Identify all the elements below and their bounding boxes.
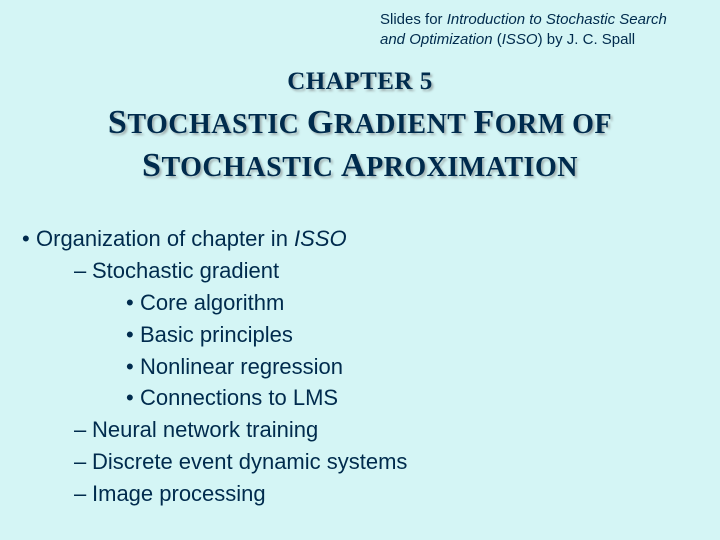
attribution-prefix: Slides for: [380, 11, 447, 28]
list-item: –Neural network training: [74, 414, 700, 446]
list-item: •Organization of chapter in ISSO: [22, 223, 700, 255]
list-item-italic: ISSO: [294, 226, 347, 251]
list-item: •Connections to LMS: [126, 382, 700, 414]
attribution-text: Slides for Introduction to Stochastic Se…: [380, 10, 690, 51]
list-item-text: Core algorithm: [140, 290, 284, 315]
list-item-text: Discrete event dynamic systems: [92, 449, 407, 474]
list-item: –Image processing: [74, 478, 700, 510]
attribution-paren-open: (: [493, 31, 502, 48]
attribution-suffix: by J. C. Spall: [543, 31, 636, 48]
bullet-icon: •: [126, 351, 140, 383]
bullet-icon: •: [126, 382, 140, 414]
bullet-icon: •: [126, 287, 140, 319]
slide-body: •Organization of chapter in ISSO –Stocha…: [0, 187, 720, 510]
list-item-text: Organization of chapter in: [36, 226, 294, 251]
list-item-text: Neural network training: [92, 417, 318, 442]
chapter-title: STOCHASTIC GRADIENT FORM OF STOCHASTIC A…: [0, 102, 720, 187]
list-item-text: Connections to LMS: [140, 385, 338, 410]
dash-icon: –: [74, 478, 92, 510]
dash-icon: –: [74, 446, 92, 478]
bullet-icon: •: [126, 319, 140, 351]
list-item: –Discrete event dynamic systems: [74, 446, 700, 478]
attribution-abbrev: ISSO: [502, 31, 538, 48]
list-item: •Nonlinear regression: [126, 351, 700, 383]
list-item-text: Nonlinear regression: [140, 354, 343, 379]
chapter-number: CHAPTER 5: [0, 68, 720, 96]
dash-icon: –: [74, 255, 92, 287]
list-item: •Core algorithm: [126, 287, 700, 319]
list-item-text: Stochastic gradient: [92, 258, 279, 283]
bullet-icon: •: [22, 223, 36, 255]
list-item-text: Basic principles: [140, 322, 293, 347]
list-item: –Stochastic gradient: [74, 255, 700, 287]
list-item: •Basic principles: [126, 319, 700, 351]
list-item-text: Image processing: [92, 481, 266, 506]
dash-icon: –: [74, 414, 92, 446]
